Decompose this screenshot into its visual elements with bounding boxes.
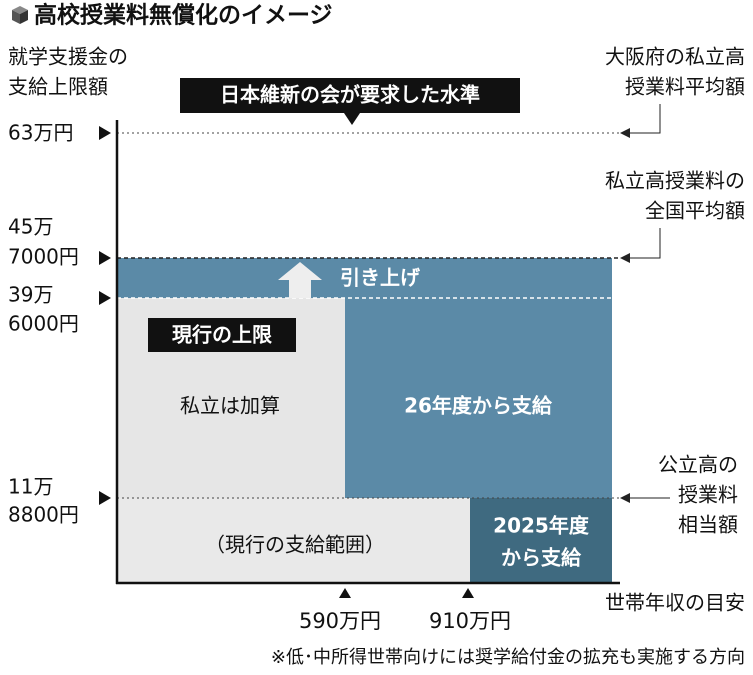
right-note: 授業料平均額: [625, 75, 745, 99]
y-label: 63万円: [8, 121, 73, 145]
x-axis-label: 世帯年収の目安: [605, 591, 745, 615]
x-label: 910万円: [429, 609, 511, 633]
x-label: 590万円: [299, 609, 381, 633]
raise-label: 引き上げ: [340, 266, 421, 290]
footnote: ※低･中所得世帯向けには奨学給付金の拡充も実施する方向: [271, 647, 745, 668]
markers: [99, 126, 474, 598]
y-label: 45万: [8, 215, 53, 239]
title-icon: [12, 6, 28, 24]
note-arrow: [625, 104, 661, 134]
title: 高校授業料無償化のイメージ: [34, 2, 333, 29]
y-label: 39万: [8, 283, 53, 307]
right-note: 全国平均額: [645, 199, 745, 223]
region-label: 2025年度: [493, 514, 590, 538]
right-note: 大阪府の私立高: [605, 45, 745, 69]
y-axis-label: 支給上限額: [8, 75, 108, 99]
note-arrow-head: [620, 128, 630, 138]
dark-region: [470, 498, 612, 583]
region-label: 26年度から支給: [404, 394, 553, 418]
banner-box: [180, 78, 520, 113]
right-note: 私立高授業料の: [605, 169, 745, 193]
note-arrow: [625, 228, 661, 259]
current-limit: 現行の上限: [172, 323, 272, 347]
region-label: から支給: [501, 546, 582, 570]
banner: 日本維新の会が要求した水準: [220, 83, 480, 107]
limit-box: [148, 318, 296, 352]
y-label: 6000円: [8, 312, 79, 336]
blue-region: [345, 258, 612, 498]
note-arrow-head: [620, 493, 630, 503]
region-label: 私立は加算: [180, 394, 280, 418]
y-label: 8800円: [8, 503, 79, 527]
region-label: （現行の支給範囲）: [205, 533, 385, 557]
y-label: 7000円: [8, 245, 79, 269]
right-note: 授業料: [678, 483, 738, 507]
raise-arrow: [278, 262, 322, 298]
y-label: 11万: [8, 475, 53, 499]
right-note: 相当額: [678, 513, 738, 537]
bottom-region: [117, 498, 470, 583]
banner-pointer: [344, 113, 360, 125]
right-note: 公立高の: [658, 453, 738, 477]
note-arrow-head: [620, 253, 630, 263]
y-axis-label: 就学支援金の: [8, 45, 128, 69]
